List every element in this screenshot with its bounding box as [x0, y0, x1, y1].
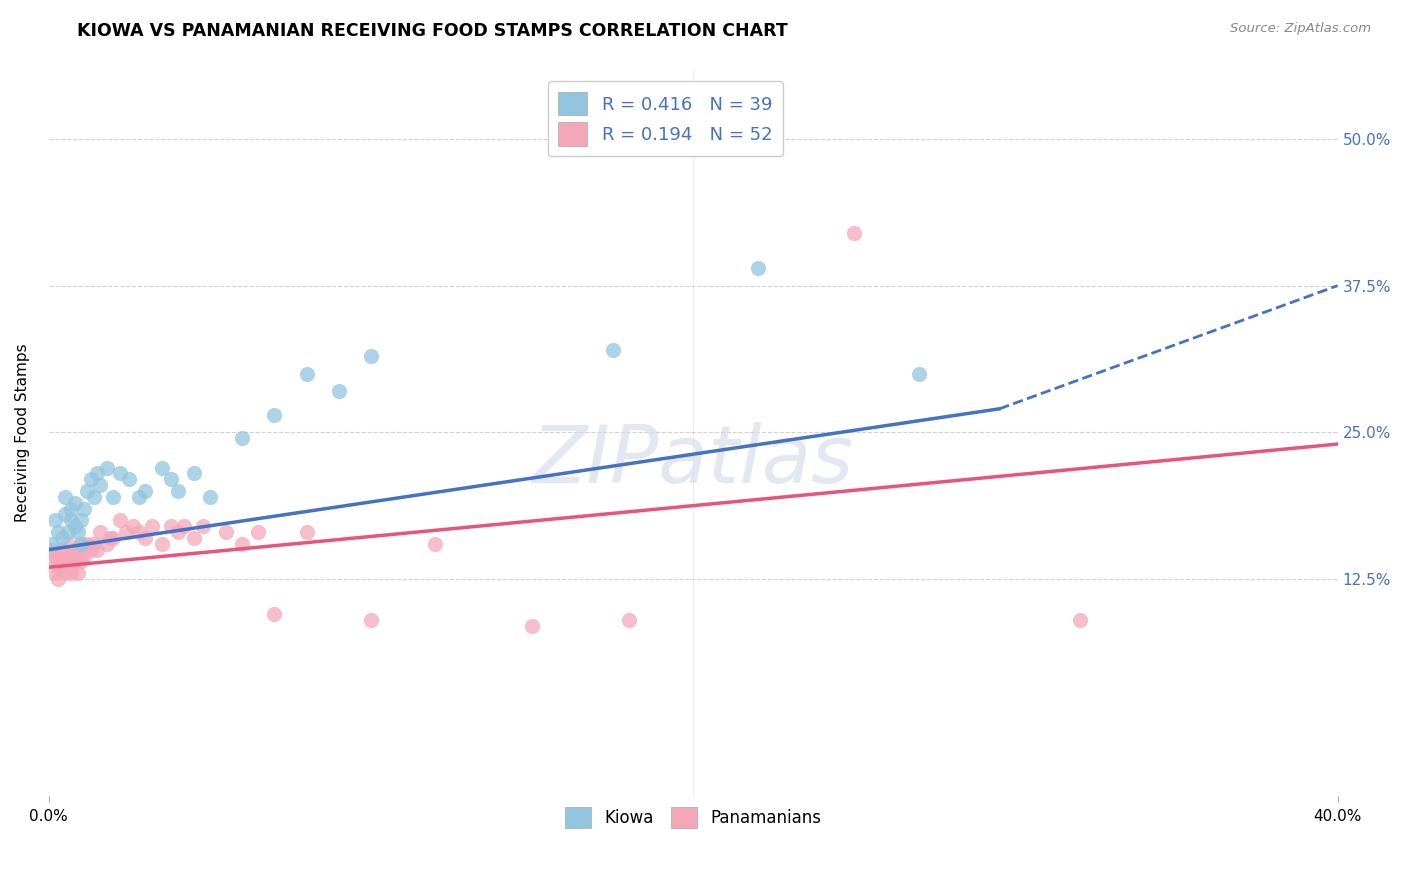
Point: [134, 483, 156, 498]
Point: [96, 537, 118, 551]
Point: [76, 483, 98, 498]
Point: [263, 408, 285, 422]
Text: ZIPatlas: ZIPatlas: [531, 423, 855, 500]
Point: [150, 460, 173, 475]
Point: [115, 524, 138, 539]
Point: [231, 537, 253, 551]
Point: [425, 537, 447, 551]
Point: [108, 513, 131, 527]
Point: [66, 549, 89, 563]
Point: [53, 490, 76, 504]
Point: [63, 519, 86, 533]
Point: [56, 554, 79, 568]
Point: [907, 367, 929, 381]
Point: [51, 554, 73, 568]
Point: [70, 554, 93, 568]
Point: [193, 519, 215, 533]
Point: [83, 490, 105, 504]
Point: [215, 524, 238, 539]
Point: [44, 549, 66, 563]
Point: [360, 613, 382, 627]
Point: [103, 531, 125, 545]
Point: [63, 496, 86, 510]
Point: [76, 537, 98, 551]
Point: [247, 524, 270, 539]
Point: [520, 619, 543, 633]
Point: [128, 524, 150, 539]
Point: [295, 367, 318, 381]
Point: [747, 260, 769, 275]
Point: [198, 490, 221, 504]
Point: [44, 566, 66, 581]
Point: [66, 524, 89, 539]
Point: [73, 501, 96, 516]
Point: [96, 460, 118, 475]
Point: [79, 472, 101, 486]
Point: [48, 560, 70, 574]
Text: KIOWA VS PANAMANIAN RECEIVING FOOD STAMPS CORRELATION CHART: KIOWA VS PANAMANIAN RECEIVING FOOD STAMP…: [77, 22, 789, 40]
Point: [60, 501, 83, 516]
Point: [108, 467, 131, 481]
Point: [83, 537, 105, 551]
Point: [51, 531, 73, 545]
Point: [602, 343, 624, 358]
Point: [86, 542, 108, 557]
Point: [70, 537, 93, 551]
Text: Source: ZipAtlas.com: Source: ZipAtlas.com: [1230, 22, 1371, 36]
Point: [134, 531, 156, 545]
Point: [41, 542, 63, 557]
Point: [231, 431, 253, 445]
Point: [60, 513, 83, 527]
Point: [166, 524, 188, 539]
Point: [41, 537, 63, 551]
Point: [53, 566, 76, 581]
Point: [63, 542, 86, 557]
Point: [263, 607, 285, 622]
Point: [844, 226, 866, 240]
Point: [160, 519, 183, 533]
Point: [73, 549, 96, 563]
Point: [617, 613, 640, 627]
Point: [44, 513, 66, 527]
Point: [60, 549, 83, 563]
Point: [41, 554, 63, 568]
Point: [360, 349, 382, 363]
Point: [89, 524, 111, 539]
Point: [89, 478, 111, 492]
Point: [53, 508, 76, 522]
Y-axis label: Receiving Food Stamps: Receiving Food Stamps: [15, 343, 30, 522]
Point: [141, 519, 163, 533]
Point: [51, 542, 73, 557]
Point: [103, 490, 125, 504]
Point: [70, 513, 93, 527]
Point: [48, 524, 70, 539]
Point: [79, 542, 101, 557]
Point: [160, 472, 183, 486]
Point: [295, 524, 318, 539]
Point: [183, 531, 205, 545]
Point: [63, 554, 86, 568]
Point: [328, 384, 350, 399]
Point: [183, 467, 205, 481]
Point: [128, 490, 150, 504]
Legend: Kiowa, Panamanians: Kiowa, Panamanians: [558, 800, 828, 835]
Point: [118, 472, 141, 486]
Point: [150, 537, 173, 551]
Point: [56, 524, 79, 539]
Point: [53, 549, 76, 563]
Point: [56, 537, 79, 551]
Point: [48, 572, 70, 586]
Point: [121, 519, 143, 533]
Point: [166, 483, 188, 498]
Point: [86, 467, 108, 481]
Point: [1069, 613, 1091, 627]
Point: [66, 566, 89, 581]
Point: [60, 566, 83, 581]
Point: [98, 531, 121, 545]
Point: [173, 519, 195, 533]
Point: [70, 537, 93, 551]
